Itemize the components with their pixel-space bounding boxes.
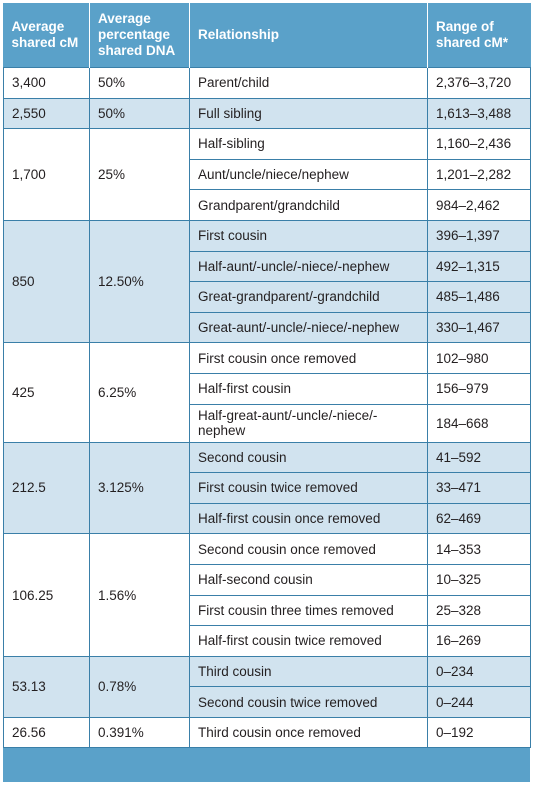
average-shared-cm-cell: 106.25 — [3, 533, 90, 657]
relationship-cell: First cousin three times removed — [189, 594, 428, 627]
header-text: Range of — [436, 19, 494, 34]
relationship-cell: Aunt/uncle/niece/nephew — [189, 158, 428, 191]
relationship-cell: Great-grandparent/-grandchild — [189, 281, 428, 313]
range-cell: 984–2,462 — [427, 189, 531, 221]
average-percentage-cell: 50% — [89, 67, 190, 99]
range-cell: 485–1,486 — [427, 281, 531, 313]
range-cell: 25–328 — [427, 594, 531, 627]
relationship-cell: Great-aunt/-uncle/-niece/-nephew — [189, 311, 428, 344]
range-cell: 396–1,397 — [427, 219, 531, 252]
range-cell: 1,613–3,488 — [427, 97, 531, 130]
relationship-cell: Half-first cousin twice removed — [189, 625, 428, 657]
relationship-cell: Half-sibling — [189, 128, 428, 160]
table-row: Grandparent/grandchild 984–2,462 — [4, 189, 531, 221]
table-row: Half-first cousin 156–979 — [4, 372, 531, 405]
header-text: Average — [98, 11, 151, 26]
relationship-cell: Second cousin — [189, 441, 428, 474]
header-range: Range of shared cM* — [427, 3, 531, 68]
relationship-cell: First cousin twice removed — [189, 472, 428, 504]
average-percentage-cell: 3.125% — [89, 441, 190, 535]
table-row: 3,400 50% Parent/child 2,376–3,720 — [3, 67, 531, 99]
header-text: shared cM* — [436, 35, 509, 50]
range-cell: 102–980 — [427, 342, 531, 374]
average-percentage-cell: 1.56% — [89, 533, 190, 657]
average-percentage-cell: 12.50% — [89, 219, 190, 344]
average-percentage-cell: 0.78% — [89, 655, 190, 718]
range-cell: 0–192 — [427, 716, 531, 749]
header-average-shared-cm: Average shared cM — [3, 3, 90, 68]
range-cell: 330–1,467 — [427, 311, 531, 344]
table-row: 212.5 3.125% Second cousin 41–592 — [3, 441, 531, 535]
table-header: Average shared cM Average percentage sha… — [3, 3, 531, 68]
range-cell: 184–668 — [427, 403, 531, 443]
average-percentage-cell: 6.25% — [89, 342, 190, 443]
relationship-cell: Half-first cousin — [189, 372, 428, 405]
table-row: Half-great-aunt/-uncle/-niece/-nephew 184… — [4, 403, 531, 443]
range-cell: 492–1,315 — [427, 250, 531, 283]
table-body: 3,400 50% Parent/child 2,376–3,720 2,550 50% F… — [3, 67, 531, 749]
range-cell: 1,160–2,436 — [427, 128, 531, 160]
table-row: 106.25 1.56% Second cousin once removed 14–… — [3, 533, 531, 657]
table-row: Half-first cousin twice removed 16–269 — [4, 625, 531, 657]
table-row: Half-second cousin 10–325 — [4, 563, 531, 596]
relationship-cell: Full sibling — [189, 97, 428, 130]
shared-cm-table: Average shared cM Average percentage sha… — [3, 3, 531, 749]
table-footer-bar — [3, 752, 530, 782]
table-row: 850 12.50% First cousin 396–1,397 — [3, 219, 531, 344]
range-cell: 156–979 — [427, 372, 531, 405]
range-cell: 16–269 — [427, 625, 531, 657]
range-cell: 33–471 — [427, 472, 531, 504]
range-cell: 62–469 — [427, 502, 531, 535]
average-percentage-cell: 0.391% — [89, 716, 190, 749]
header-text: percentage — [98, 27, 171, 42]
average-shared-cm-cell: 3,400 — [3, 67, 90, 99]
relationship-cell: Grandparent/grandchild — [189, 189, 428, 221]
relationship-cell: Half-first cousin once removed — [189, 502, 428, 535]
table-row: 26.56 0.391% Third cousin once removed 0–19… — [3, 716, 531, 749]
header-relationship: Relationship — [189, 3, 428, 68]
header-text: shared DNA — [98, 43, 176, 58]
table-row: Great-grandparent/-grandchild 485–1,486 — [4, 281, 531, 313]
relationship-cell: Third cousin once removed — [189, 716, 428, 749]
table-row: 1,700 25% Half-sibling 1,160–2,436 — [3, 128, 531, 221]
average-percentage-cell: 50% — [89, 97, 190, 130]
header-text: Relationship — [198, 27, 280, 42]
average-shared-cm-cell: 2,550 — [3, 97, 90, 130]
table-row: 425 6.25% First cousin once removed 102–980 — [3, 342, 531, 443]
average-shared-cm-cell: 425 — [3, 342, 90, 443]
average-shared-cm-cell: 1,700 — [3, 128, 90, 221]
average-shared-cm-cell: 212.5 — [3, 441, 90, 535]
header-average-percentage: Average percentage shared DNA — [89, 3, 190, 68]
average-percentage-cell: 25% — [89, 128, 190, 221]
relationship-cell: Second cousin once removed — [189, 533, 428, 565]
table-row: 2,550 50% Full sibling 1,613–3,488 — [3, 97, 531, 130]
average-shared-cm-cell: 26.56 — [3, 716, 90, 749]
relationship-cell: Half-second cousin — [189, 563, 428, 596]
header-text: shared cM — [11, 35, 79, 50]
range-cell: 0–244 — [427, 686, 531, 718]
average-shared-cm-cell: 53.13 — [3, 655, 90, 718]
relationship-cell: Third cousin — [189, 655, 428, 688]
range-cell: 14–353 — [427, 533, 531, 565]
relationship-cell: Second cousin twice removed — [189, 686, 428, 718]
table-row: Half-aunt/-uncle/-niece/-nephew 492–1,315 — [4, 250, 531, 283]
range-cell: 10–325 — [427, 563, 531, 596]
header-text: Average — [11, 19, 65, 34]
table-row: Aunt/uncle/niece/nephew 1,201–2,282 — [4, 158, 531, 191]
range-cell: 2,376–3,720 — [427, 67, 531, 99]
table-row: 53.13 0.78% Third cousin 0–234 — [3, 655, 531, 718]
relationship-cell: Parent/child — [189, 67, 428, 99]
range-cell: 1,201–2,282 — [427, 158, 531, 191]
table-row: Great-aunt/-uncle/-niece/-nephew 330–1,46… — [4, 311, 531, 344]
range-cell: 0–234 — [427, 655, 531, 688]
relationship-cell: Half-great-aunt/-uncle/-niece/-nephew — [189, 403, 428, 443]
relationship-cell: Half-aunt/-uncle/-niece/-nephew — [189, 250, 428, 283]
average-shared-cm-cell: 850 — [3, 219, 90, 344]
relationship-cell: First cousin once removed — [189, 342, 428, 374]
range-cell: 41–592 — [427, 441, 531, 474]
relationship-cell: First cousin — [189, 219, 428, 252]
